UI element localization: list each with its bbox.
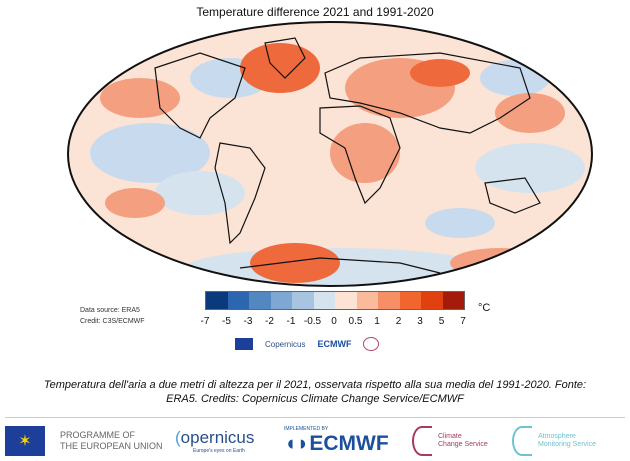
- color-scale-bin: [313, 292, 335, 309]
- atmosphere-icon: [512, 426, 532, 456]
- color-scale-tick: -7: [200, 316, 210, 327]
- color-scale-tick: -1: [286, 316, 296, 327]
- color-scale-tick: -3: [243, 316, 253, 327]
- color-scale-bin: [206, 292, 228, 309]
- color-scale-bin: [356, 292, 378, 309]
- copernicus-logo: (opernicus Europe's eyes on Earth: [175, 428, 270, 454]
- unit-label: °C: [478, 302, 491, 314]
- data-source-label: Data source: ERA5: [80, 307, 140, 314]
- c3s-logo: Climate Change Service: [412, 426, 512, 456]
- ecmwf-logo: IMPLEMENTED BY ◖◗ECMWF: [284, 426, 412, 456]
- color-scale-tick: 1: [374, 316, 380, 327]
- eu-line1: PROGRAMME OF: [60, 430, 136, 440]
- color-scale-tick: 5: [438, 316, 445, 327]
- color-scale-tick: 0: [331, 316, 337, 327]
- color-scale-bin: [227, 292, 249, 309]
- temperature-anomaly-map: [67, 21, 593, 287]
- color-scale-bin: [270, 292, 292, 309]
- copernicus-tagline: Europe's eyes on Earth: [193, 448, 245, 454]
- mini-copernicus-logo: Copernicus: [265, 339, 306, 349]
- eu-flag-icon: ✶: [5, 426, 45, 456]
- color-scale-bar: [205, 291, 465, 310]
- cams-logo: Atmosphere Monitoring Service: [512, 426, 596, 456]
- color-scale-bin: [421, 292, 443, 309]
- eu-line2: THE EUROPEAN UNION: [60, 441, 163, 451]
- color-scale-bin: [335, 292, 357, 309]
- copernicus-text: opernicus: [180, 428, 255, 447]
- mini-ecmwf-logo: ECMWF: [317, 339, 352, 349]
- footer-logos: ✶ PROGRAMME OF THE EUROPEAN UNION (opern…: [5, 421, 630, 461]
- caption: Temperatura dell'aria a due metri di alt…: [43, 379, 587, 405]
- color-scale-tick: 7: [460, 316, 466, 327]
- color-scale-tick: 3: [417, 316, 423, 327]
- c3s-line1: Climate: [438, 433, 462, 440]
- color-scale-tick: -0.5: [303, 316, 322, 327]
- color-scale-bin: [249, 292, 271, 309]
- color-scale-bin: [399, 292, 421, 309]
- color-scale-tick: 2: [395, 316, 402, 327]
- color-scale-bin: [292, 292, 314, 309]
- mini-c3s-logo-icon: [363, 337, 380, 351]
- color-scale-bin: [442, 292, 464, 309]
- color-scale-tick: -5: [222, 316, 231, 327]
- eu-flag-icon: [235, 338, 253, 350]
- eu-programme-label: PROGRAMME OF THE EUROPEAN UNION: [60, 430, 165, 452]
- mini-logo-strip: Copernicus ECMWF: [235, 337, 380, 351]
- cams-line1: Atmosphere: [538, 433, 576, 440]
- color-scale-bin: [378, 292, 400, 309]
- cams-line2: Monitoring Service: [538, 441, 596, 448]
- ecmwf-text: ECMWF: [309, 432, 389, 455]
- ecmwf-implemented-by: IMPLEMENTED BY: [284, 426, 329, 432]
- thermometer-icon: [412, 426, 432, 456]
- c3s-line2: Change Service: [438, 441, 488, 448]
- color-scale-tick: -2: [265, 316, 274, 327]
- color-scale-tick: 0.5: [348, 316, 363, 327]
- map-title: Temperature difference 2021 and 1991-202…: [196, 5, 434, 19]
- credit-label: Credit: C3S/ECMWF: [80, 318, 145, 325]
- color-scale-ticks: -7 -5 -3 -2 -1 -0.5 0 0.5 1 2 3 5 7: [195, 316, 475, 330]
- divider: [5, 417, 625, 418]
